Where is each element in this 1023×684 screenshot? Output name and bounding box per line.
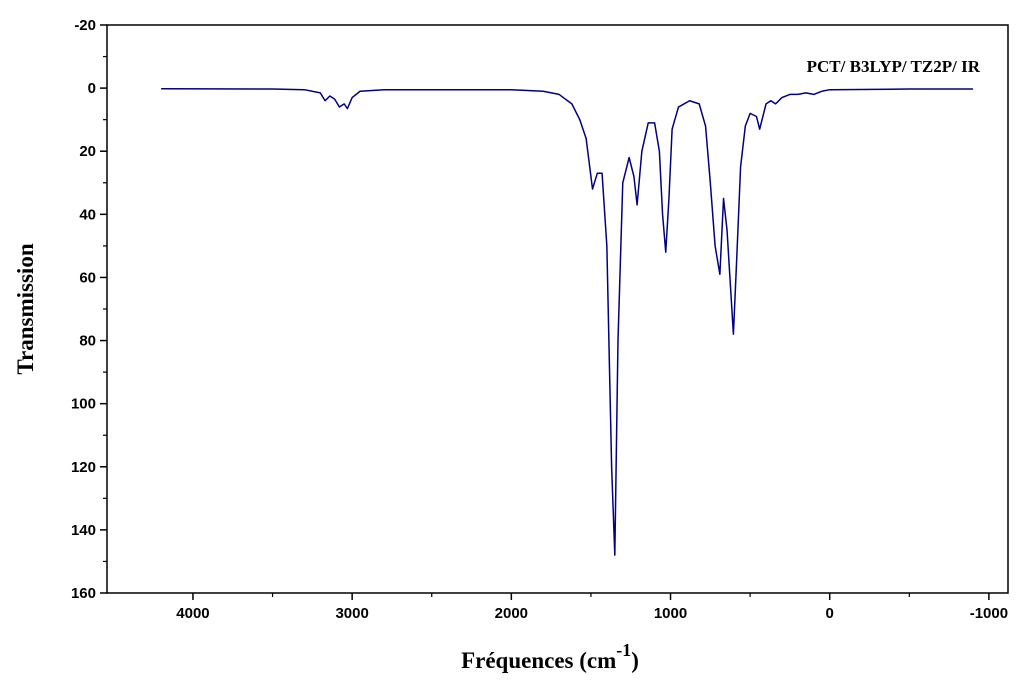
y-tick-label: 100 (71, 396, 96, 413)
x-tick-label: 3000 (335, 605, 368, 622)
y-tick-label: 160 (71, 585, 96, 602)
spectrum-line (161, 87, 973, 556)
x-axis-label: Fréquences (cm-1) (461, 640, 639, 673)
y-tick-label: 40 (79, 206, 96, 223)
annotation: PCT/ B3LYP/ TZ2P/ IR (807, 57, 981, 76)
x-tick-label: 4000 (176, 605, 209, 622)
x-label-main: Fréquences (cm (461, 648, 616, 673)
x-tick-label: -1000 (970, 605, 1008, 622)
plot-frame (106, 24, 1009, 594)
y-tick-label: 20 (79, 143, 96, 160)
y-tick-label: 140 (71, 522, 96, 539)
y-tick-label: 120 (71, 459, 96, 476)
x-tick-label: 0 (826, 605, 834, 622)
x-label-sup: -1 (616, 640, 631, 660)
y-axis-label: Transmission (13, 243, 38, 374)
y-tick-label: 60 (79, 269, 96, 286)
y-tick-label: 80 (79, 333, 96, 350)
x-tick-label: 1000 (654, 605, 687, 622)
x-label-end: ) (631, 648, 639, 673)
y-tick-label: -20 (74, 17, 96, 34)
x-tick-label: 2000 (495, 605, 528, 622)
y-tick-label: 0 (88, 80, 96, 97)
